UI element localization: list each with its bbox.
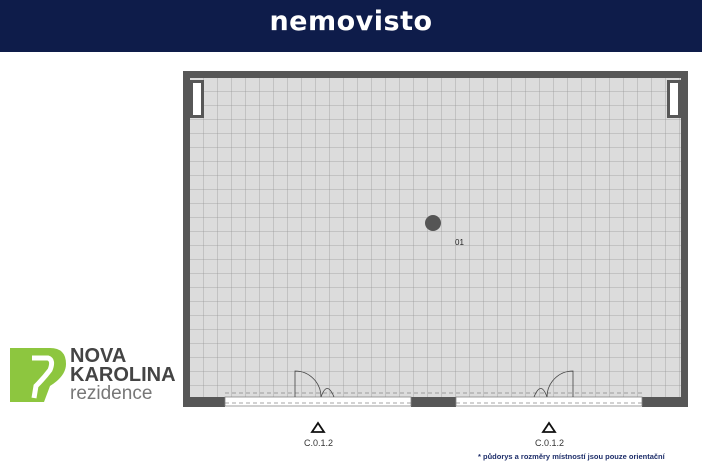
storefront-windows — [224, 392, 643, 407]
entrance-label: C.0.1.2 — [304, 438, 334, 448]
logo-line1: NOVA — [70, 345, 127, 367]
door-swings — [294, 370, 574, 398]
entrance-label: C.0.1.2 — [535, 438, 565, 448]
header-bar: nemovisto — [0, 0, 702, 52]
logo-mark-icon — [10, 348, 66, 402]
nova-karolina-logo: NOVA KAROLINA rezidence — [10, 346, 190, 406]
logo-line3: rezidence — [70, 383, 153, 404]
disclaimer-note: * půdorys a rozměry místností jsou pouze… — [478, 452, 665, 461]
room-floor — [190, 78, 681, 398]
entrance-marker-icon — [541, 421, 557, 433]
room-label: 01 — [455, 238, 464, 247]
column — [425, 215, 441, 231]
brand-logo: nemovisto — [269, 6, 433, 37]
logo-line2: KAROLINA — [70, 364, 176, 386]
entrance-marker-icon — [310, 421, 326, 433]
